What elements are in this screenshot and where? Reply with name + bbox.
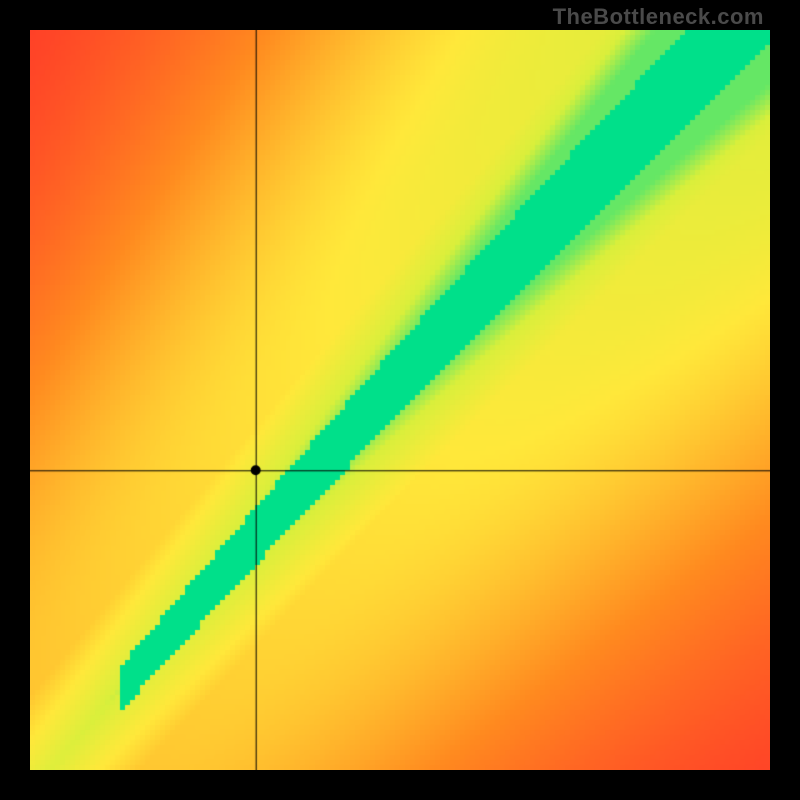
- heatmap-canvas: [30, 30, 770, 770]
- figure-container: TheBottleneck.com: [0, 0, 800, 800]
- watermark-text: TheBottleneck.com: [553, 4, 764, 30]
